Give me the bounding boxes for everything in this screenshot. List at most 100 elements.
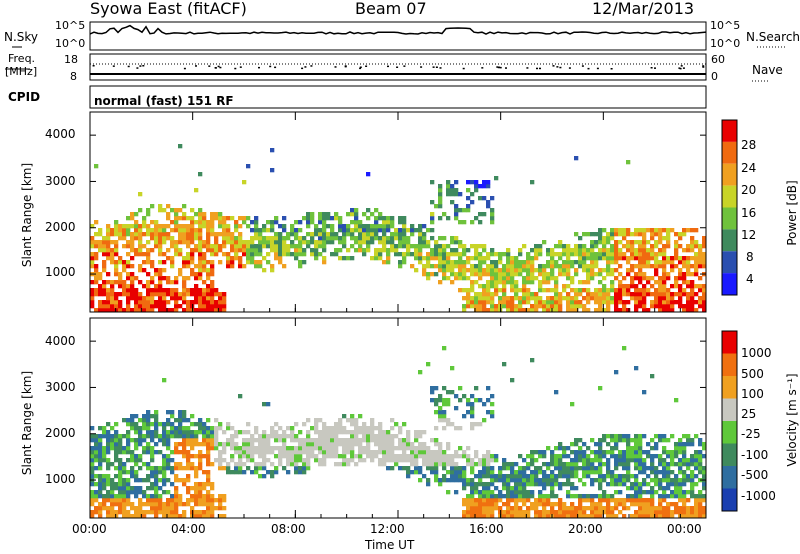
velocity-cell [486, 466, 491, 471]
power-cell [150, 228, 155, 233]
power-cell [634, 292, 639, 297]
power-cell [106, 292, 111, 297]
power-cell [574, 300, 579, 305]
power-cell [270, 248, 275, 253]
power-cell [290, 244, 295, 249]
power-cell [610, 252, 615, 257]
velocity-cell [590, 506, 595, 511]
velocity-cell [334, 426, 339, 431]
power-cell [246, 244, 251, 249]
velocity-cell [430, 390, 435, 395]
power-cell [614, 228, 619, 233]
power-cell [238, 240, 243, 245]
nave-dropout [481, 67, 484, 69]
power-cell [186, 304, 191, 309]
velocity-cell [338, 462, 343, 467]
power-cell [198, 244, 203, 249]
power-cell [154, 288, 159, 293]
power-cell [206, 276, 211, 281]
power-cell [550, 260, 555, 265]
power-cell [542, 268, 547, 273]
velocity-cell [226, 422, 231, 427]
velocity-cell [174, 494, 179, 499]
power-cell [134, 236, 139, 241]
power-cell [490, 260, 495, 265]
xtick-label: 16:00 [469, 522, 504, 536]
velocity-cbar-tick: 1000 [741, 346, 772, 360]
power-cell [114, 272, 119, 277]
velocity-cell [90, 458, 95, 463]
power-cell [126, 216, 131, 221]
power-cell [642, 256, 647, 261]
power-cell [194, 300, 199, 305]
velocity-cell [150, 498, 155, 503]
velocity-cell [674, 446, 679, 451]
power-cell [282, 216, 287, 221]
power-cell [486, 284, 491, 289]
velocity-cell [478, 502, 483, 507]
velocity-cell [554, 458, 559, 463]
power-cell [554, 276, 559, 281]
velocity-cell [162, 442, 167, 447]
velocity-cell [118, 434, 123, 439]
power-cell [610, 236, 615, 241]
velocity-cell [162, 458, 167, 463]
velocity-cell [294, 458, 299, 463]
velocity-cell [702, 498, 707, 503]
velocity-cell [182, 430, 187, 435]
power-cell [126, 304, 131, 309]
velocity-cell [682, 458, 687, 463]
power-cell [478, 212, 483, 217]
power-cell [258, 248, 263, 253]
velocity-cell [498, 490, 503, 495]
power-cell [686, 244, 691, 249]
power-cell [566, 292, 571, 297]
power-cell [526, 300, 531, 305]
velocity-cell [622, 434, 627, 439]
power-cell [450, 200, 455, 205]
power-cell [158, 276, 163, 281]
power-cell [254, 220, 259, 225]
velocity-cell [182, 438, 187, 443]
velocity-cell [142, 422, 147, 427]
power-cell [154, 232, 159, 237]
velocity-cell [138, 486, 143, 491]
power-cell [158, 280, 163, 285]
velocity-cell [170, 510, 175, 515]
velocity-cell [494, 454, 499, 459]
velocity-cell [202, 486, 207, 491]
power-cell [198, 236, 203, 241]
velocity-cell [174, 462, 179, 467]
velocity-cell [122, 434, 127, 439]
velocity-cell [242, 438, 247, 443]
power-cell [194, 236, 199, 241]
power-cell [622, 276, 627, 281]
power-cell [450, 252, 455, 257]
velocity-cell [490, 502, 495, 507]
velocity-cell [342, 414, 347, 419]
velocity-cell [662, 514, 667, 519]
velocity-cell [598, 514, 603, 519]
velocity-cell [570, 510, 575, 515]
velocity-cell [510, 506, 515, 511]
power-cell [138, 252, 143, 257]
velocity-cell [446, 478, 451, 483]
velocity-cell [270, 434, 275, 439]
power-cell [634, 264, 639, 269]
power-cell [530, 268, 535, 273]
power-cell [410, 252, 415, 257]
power-cell [478, 304, 483, 309]
velocity-cell [374, 434, 379, 439]
power-cell [670, 260, 675, 265]
velocity-cell [590, 470, 595, 475]
nsky-panel [89, 21, 707, 51]
power-cell [610, 284, 615, 289]
velocity-cell [262, 462, 267, 467]
velocity-cell [338, 442, 343, 447]
velocity-cell [426, 466, 431, 471]
velocity-cell [218, 502, 223, 507]
velocity-cell [146, 426, 151, 431]
velocity-cell [198, 454, 203, 459]
velocity-cell [198, 486, 203, 491]
power-cell [674, 232, 679, 237]
